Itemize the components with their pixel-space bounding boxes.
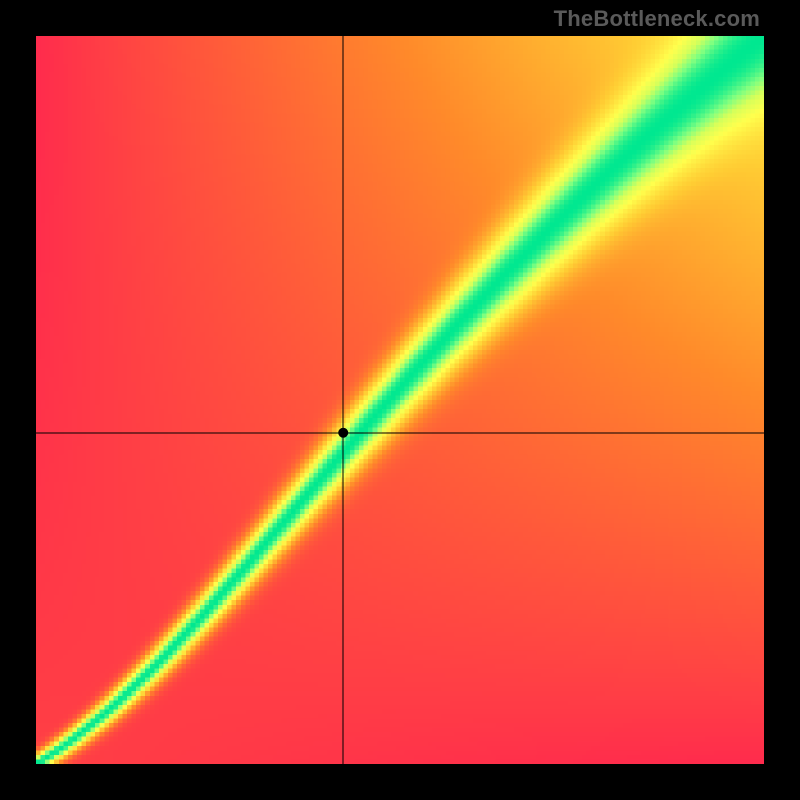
chart-container: TheBottleneck.com (0, 0, 800, 800)
heatmap-canvas (36, 36, 764, 764)
watermark-text: TheBottleneck.com (554, 6, 760, 32)
